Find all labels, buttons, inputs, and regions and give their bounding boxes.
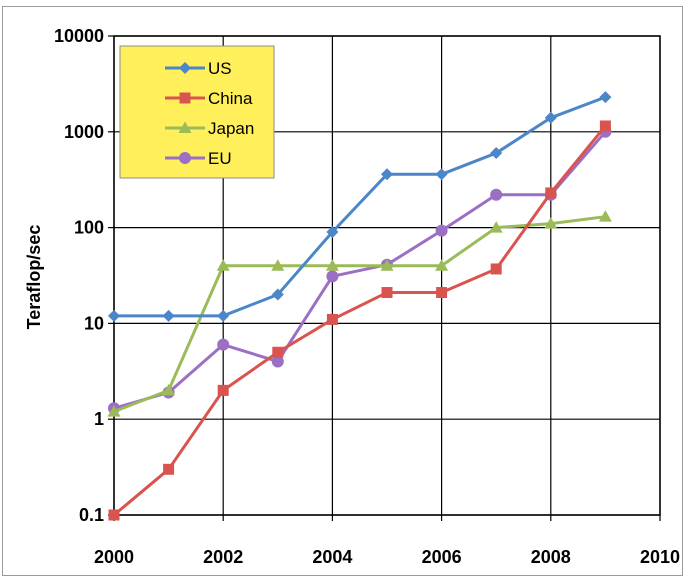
x-tick-label: 2002 [203, 547, 243, 567]
chart-frame [2, 6, 683, 576]
data-point-eu [217, 338, 230, 351]
legend-item-japan: Japan [165, 119, 254, 138]
legend: US China Japan EU [119, 45, 275, 179]
data-point-us [271, 288, 284, 301]
data-point-us [599, 91, 612, 104]
data-point-japan [380, 259, 394, 271]
data-point-eu [326, 270, 339, 283]
x-tick-label: 2010 [640, 547, 680, 567]
data-point-japan [489, 221, 503, 233]
legend-item-china: China [165, 89, 253, 108]
series-line-eu [113, 130, 607, 410]
data-point-japan [598, 210, 612, 222]
legend-item-eu: EU [165, 149, 232, 168]
y-axis-label: Teraflop/sec [24, 225, 44, 330]
data-point-china [545, 187, 557, 199]
data-point-china [381, 287, 393, 299]
data-point-china [217, 384, 229, 396]
x-tick-label: 2000 [94, 547, 134, 567]
series-lines [107, 91, 612, 521]
data-point-china [108, 509, 120, 521]
data-point-china [326, 313, 338, 325]
data-point-us [108, 309, 120, 322]
y-tick-label: 10000 [54, 26, 104, 46]
series-line-japan [113, 215, 606, 414]
data-point-us [326, 225, 339, 238]
data-point-japan [544, 217, 558, 229]
data-point-eu [435, 224, 448, 237]
data-point-japan [435, 259, 449, 271]
legend-swatch-marker [179, 62, 191, 74]
series-line-china [113, 125, 607, 517]
data-point-japan [107, 405, 121, 417]
y-tick-label: 1 [94, 409, 104, 429]
y-tick-labels: 0.1 1 10 100 1000 10000 [54, 26, 104, 525]
data-point-china [272, 346, 284, 358]
data-point-us [381, 168, 393, 181]
y-tick-label: 10 [84, 313, 104, 333]
series-china [108, 120, 611, 521]
data-point-japan [162, 383, 176, 396]
y-tick-label: 100 [74, 218, 104, 238]
legend-label: EU [208, 149, 232, 168]
data-point-china [436, 287, 448, 299]
data-point-japan [325, 259, 339, 271]
series-japan [107, 210, 612, 417]
series-us [108, 91, 612, 322]
data-point-us [435, 168, 448, 181]
data-point-japan [271, 259, 285, 271]
legend-swatch-marker [178, 121, 192, 133]
data-point-us [217, 309, 230, 322]
data-point-japan [216, 259, 230, 271]
x-tick-label: 2004 [312, 547, 352, 567]
legend-label: China [208, 89, 253, 108]
y-tick-label: 1000 [64, 122, 104, 142]
legend-label: US [208, 59, 232, 78]
x-tick-label: 2006 [422, 547, 462, 567]
legend-label: Japan [208, 119, 254, 138]
data-point-eu [271, 355, 284, 368]
data-point-us [490, 147, 503, 160]
data-point-us [544, 111, 557, 124]
data-point-china [599, 120, 611, 132]
data-point-china [163, 463, 175, 475]
series-line-us [114, 95, 606, 318]
y-tick-label: 0.1 [79, 505, 104, 525]
data-point-us [162, 309, 175, 322]
plot-area-border [113, 35, 661, 516]
x-tick-label: 2008 [531, 547, 571, 567]
data-point-china [490, 263, 502, 275]
legend-swatch-marker [179, 92, 191, 104]
legend-item-us: US [165, 59, 232, 78]
legend-swatch-marker [179, 152, 191, 164]
x-tick-labels: 2000 2002 2004 2006 2008 2010 [94, 547, 680, 567]
data-point-eu [490, 188, 503, 201]
